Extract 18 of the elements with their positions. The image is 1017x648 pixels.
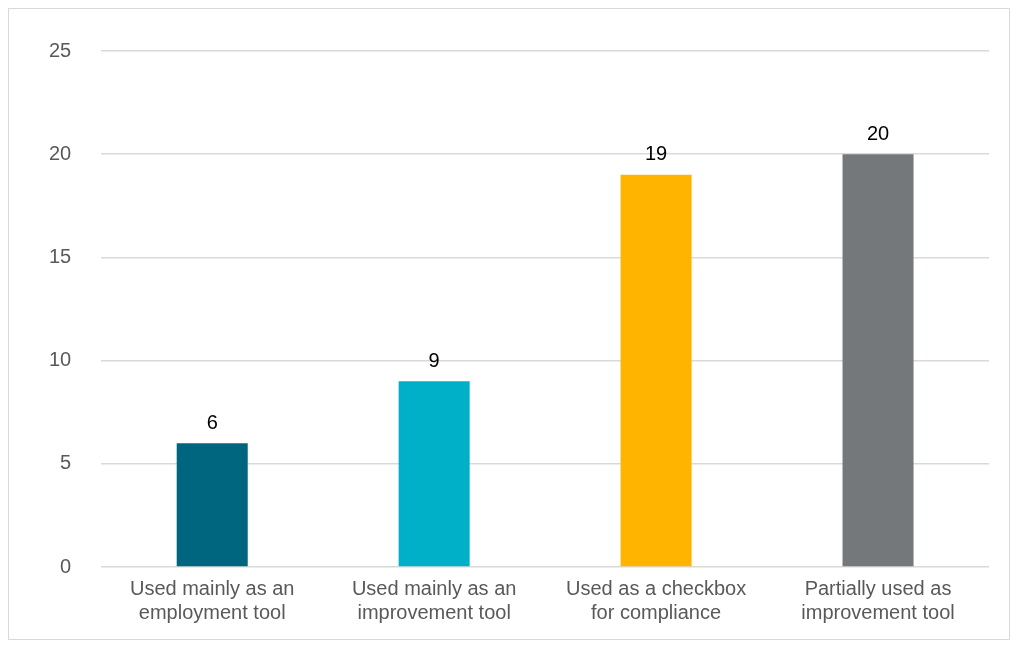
bar [842,154,914,567]
bar [398,381,470,567]
y-tick-label: 20 [49,141,72,164]
x-tick-label: Used mainly as an improvement tool [351,576,517,623]
y-tick-label: 0 [60,554,72,577]
x-tick-label: Partially used as improvement tool [801,576,955,623]
x-tick-label: Used as a checkbox for compliance [566,576,747,623]
bar [176,443,248,567]
data-label: 6 [206,410,218,433]
y-tick-label: 15 [49,244,72,267]
data-label: 20 [866,121,890,144]
data-label: 9 [428,348,440,371]
data-label: 19 [644,142,668,165]
x-tick-label: Used mainly as an employment tool [129,576,295,623]
y-tick-label: 10 [49,348,72,371]
y-tick-label: 5 [60,451,72,474]
bar [620,174,692,567]
y-tick-label: 25 [49,38,72,61]
